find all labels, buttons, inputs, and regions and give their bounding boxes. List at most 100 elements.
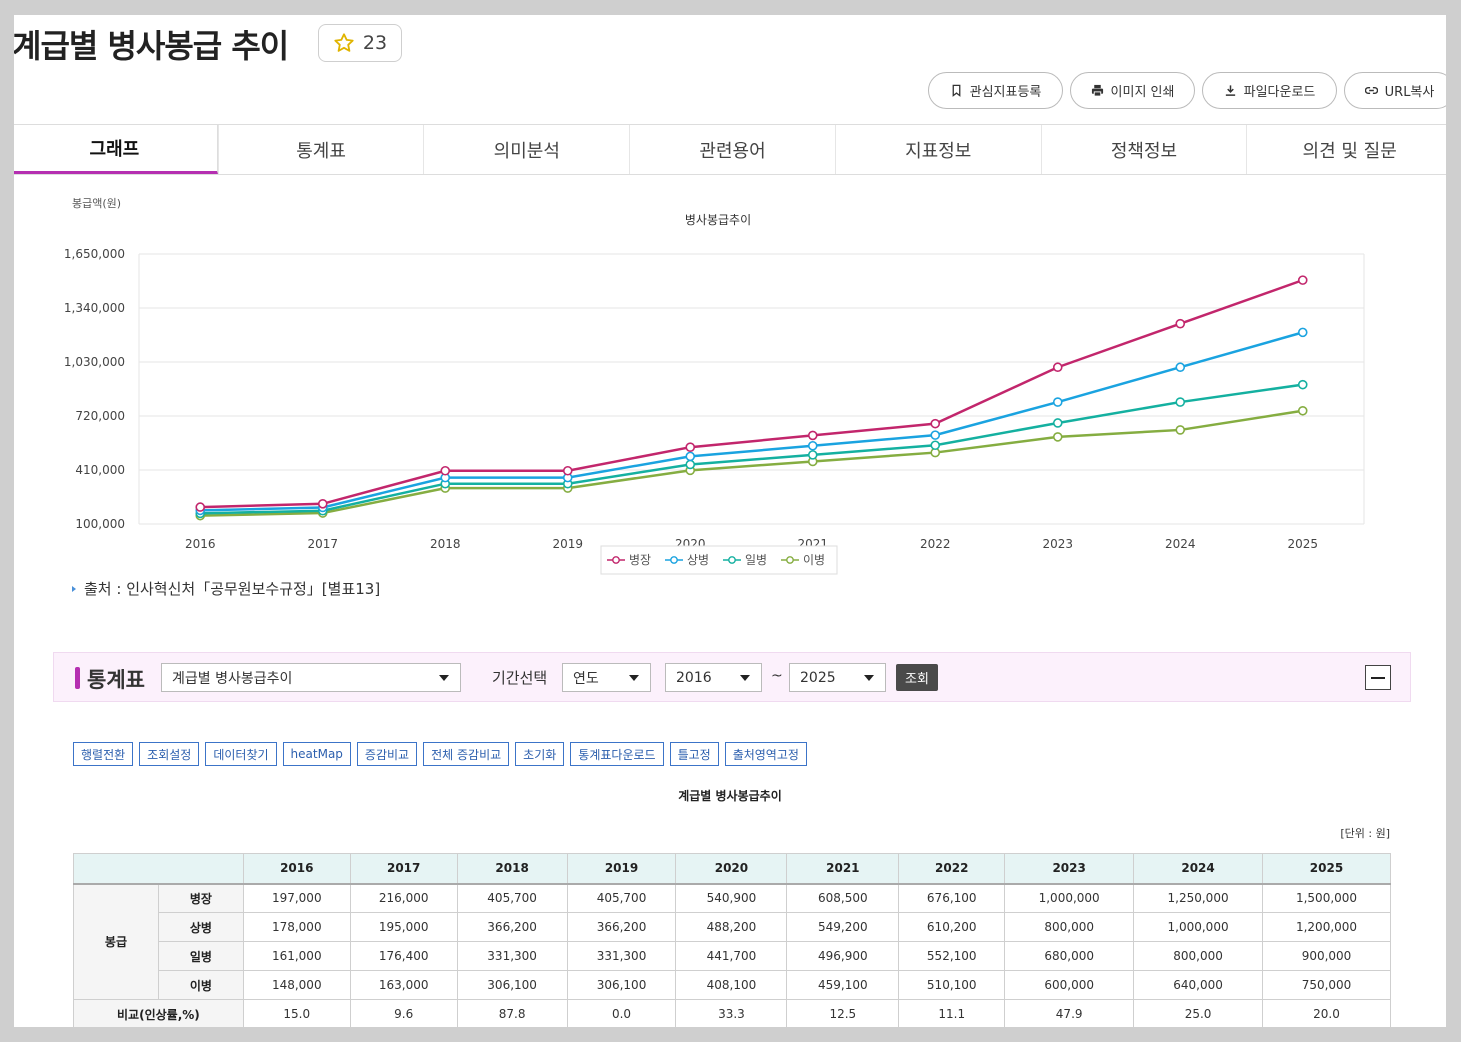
y-tick-label: 1,340,000 xyxy=(64,301,125,315)
data-point[interactable] xyxy=(807,450,818,460)
from-year-select[interactable]: 2016 xyxy=(665,663,762,692)
query-settings-button[interactable]: 조회설정 xyxy=(139,742,200,766)
legend-label: 병장 xyxy=(629,553,651,567)
freeze-source-button[interactable]: 출처영역고정 xyxy=(724,742,807,766)
table-cell: 20.0 xyxy=(1262,999,1391,1027)
query-button[interactable]: 조회 xyxy=(896,664,938,691)
favorite-button[interactable]: 23 xyxy=(318,24,402,62)
data-point[interactable] xyxy=(562,465,573,476)
bookmark-indicator-button[interactable]: 관심지표등록 xyxy=(928,72,1063,109)
tab-related-terms[interactable]: 관련용어 xyxy=(629,125,835,174)
data-point[interactable] xyxy=(440,465,451,476)
x-tick-label: 2019 xyxy=(552,537,583,551)
tab-policy-info[interactable]: 정책정보 xyxy=(1040,125,1247,174)
year-header: 2024 xyxy=(1133,853,1264,884)
data-point[interactable] xyxy=(1175,318,1186,329)
tab-indicator-info[interactable]: 지표정보 xyxy=(834,125,1041,174)
data-point[interactable] xyxy=(1175,362,1186,373)
url-copy-button[interactable]: URL복사 xyxy=(1344,72,1446,109)
table-cell: 25.0 xyxy=(1133,999,1264,1027)
table-cell: 366,200 xyxy=(456,912,568,942)
y-tick-label: 410,000 xyxy=(75,463,125,477)
data-point[interactable] xyxy=(930,418,941,429)
data-point[interactable] xyxy=(1297,405,1308,416)
from-year-value: 2016 xyxy=(676,669,712,686)
legend-item[interactable]: 일병 xyxy=(723,553,767,567)
tab-stat-table[interactable]: 통계표 xyxy=(217,125,424,174)
data-point[interactable] xyxy=(1052,418,1063,428)
file-download-button[interactable]: 파일다운로드 xyxy=(1202,72,1337,109)
legend-item[interactable]: 상병 xyxy=(665,553,709,567)
table-select-value: 계급별 병사봉급추이 xyxy=(172,670,293,687)
print-label: 이미지 인쇄 xyxy=(1110,85,1175,100)
series-line-상병 xyxy=(200,331,1304,512)
data-point[interactable] xyxy=(930,430,941,440)
data-point[interactable] xyxy=(195,502,206,512)
data-point[interactable] xyxy=(685,442,696,452)
transpose-button[interactable]: 행렬전환 xyxy=(73,742,134,766)
period-unit-value: 연도 xyxy=(573,670,599,687)
row-label: 상병 xyxy=(157,912,244,942)
page-title: 계급별 병사봉급 추이 xyxy=(14,27,289,65)
data-point[interactable] xyxy=(1052,362,1063,373)
tab-meaning-analysis[interactable]: 의미분석 xyxy=(423,125,629,174)
change-compare-button[interactable]: 증감비교 xyxy=(356,742,418,766)
data-point[interactable] xyxy=(1297,275,1308,285)
legend-item[interactable]: 병장 xyxy=(607,553,651,567)
data-point[interactable] xyxy=(317,498,328,509)
tab-graph[interactable]: 그래프 xyxy=(14,125,218,174)
table-row: 상병 178,000 195,000 366,200 366,200 488,200 549… xyxy=(74,912,1391,942)
to-year-select[interactable]: 2025 xyxy=(789,663,886,692)
data-point[interactable] xyxy=(807,440,818,451)
table-row: 이병 148,000 163,000 306,100 306,100 408,100 459… xyxy=(74,970,1391,1000)
to-year-value: 2025 xyxy=(800,669,836,686)
y-tick-label: 1,650,000 xyxy=(64,247,125,261)
data-point[interactable] xyxy=(685,459,696,470)
data-point[interactable] xyxy=(930,440,941,451)
chart-legend: 병장 상병 일병 이병 xyxy=(600,545,838,575)
all-change-compare-button[interactable]: 전체 증감비교 xyxy=(423,742,510,766)
print-image-button[interactable]: 이미지 인쇄 xyxy=(1070,72,1195,109)
table-cell: 331,300 xyxy=(456,941,568,971)
legend-label: 상병 xyxy=(687,553,709,567)
bullet-icon xyxy=(72,585,76,592)
table-cell: 610,200 xyxy=(898,912,1006,942)
heatmap-button[interactable]: heatMap xyxy=(282,742,351,766)
freeze-panes-button[interactable]: 틀고정 xyxy=(669,742,719,766)
legend-item[interactable]: 이병 xyxy=(781,553,825,567)
x-tick-label: 2018 xyxy=(430,537,461,551)
legend-marker xyxy=(728,556,736,564)
table-cell: 306,100 xyxy=(566,970,677,1000)
table-cell: 12.5 xyxy=(786,999,900,1027)
data-point[interactable] xyxy=(807,430,818,441)
data-point[interactable] xyxy=(1052,397,1063,407)
collapse-button[interactable] xyxy=(1365,665,1391,690)
year-header: 2025 xyxy=(1262,853,1391,884)
tab-opinion-question[interactable]: 의견 및 질문 xyxy=(1246,125,1446,174)
find-data-button[interactable]: 데이터찾기 xyxy=(205,742,277,766)
y-tick-label: 1,030,000 xyxy=(64,355,125,369)
table-cell: 640,000 xyxy=(1133,970,1264,1000)
data-point[interactable] xyxy=(1297,379,1308,390)
x-tick-label: 2025 xyxy=(1287,537,1318,551)
data-point[interactable] xyxy=(1052,432,1063,442)
data-point[interactable] xyxy=(1175,397,1186,407)
table-cell: 331,300 xyxy=(566,941,677,971)
download-icon xyxy=(1225,85,1235,96)
table-cell: 15.0 xyxy=(242,999,351,1027)
data-point[interactable] xyxy=(1297,327,1308,338)
data-point[interactable] xyxy=(685,451,696,462)
table-cell: 161,000 xyxy=(242,941,351,971)
table-cell: 195,000 xyxy=(349,912,458,942)
table-cell: 800,000 xyxy=(1133,941,1264,971)
period-unit-select[interactable]: 연도 xyxy=(562,663,651,692)
reset-button[interactable]: 초기화 xyxy=(515,742,565,766)
data-point[interactable] xyxy=(1175,425,1186,435)
printer-icon xyxy=(1091,84,1103,97)
table-download-button[interactable]: 통계표다운로드 xyxy=(570,742,664,766)
action-buttons: 관심지표등록 이미지 인쇄 파일다운로드 URL복사 xyxy=(928,72,1446,109)
year-header: 2018 xyxy=(456,853,568,884)
table-cell: 750,000 xyxy=(1262,970,1391,1000)
tab-bar: 그래프 통계표 의미분석 관련용어 지표정보 정책정보 의견 및 질문 xyxy=(14,124,1446,175)
table-select[interactable]: 계급별 병사봉급추이 xyxy=(161,663,461,692)
